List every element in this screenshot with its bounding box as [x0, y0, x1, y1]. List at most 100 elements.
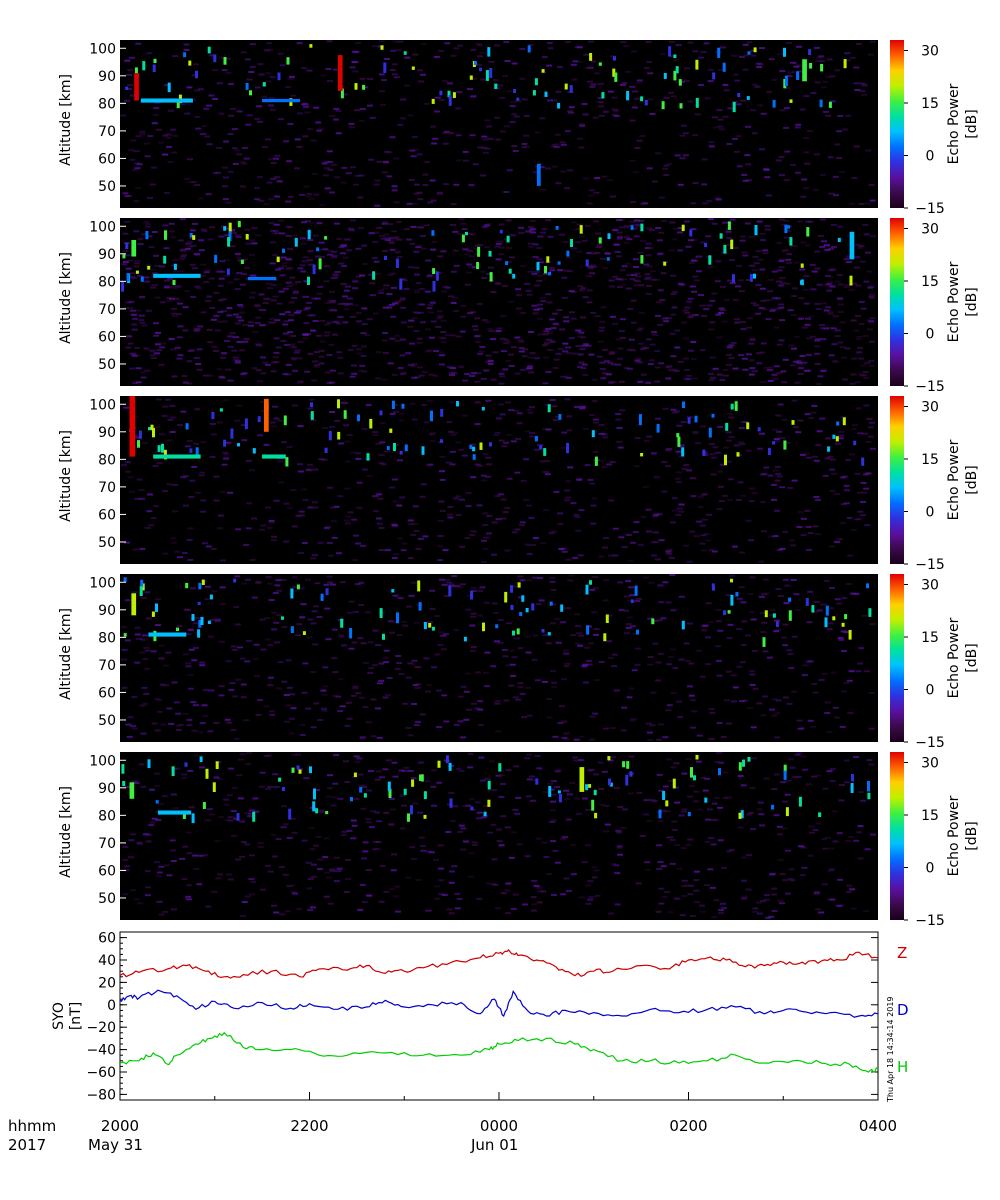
series-line-Z [119, 949, 879, 979]
y-tick-label: 100 [89, 753, 116, 769]
echo-feature-4 [264, 398, 269, 432]
colorbar-tick-label: −15 [915, 913, 945, 929]
y-tick-label: 80 [98, 274, 116, 290]
echo-feature-1 [140, 98, 193, 103]
mag-plot-frame [119, 931, 879, 1101]
y-tick-label: 50 [98, 713, 116, 729]
colorbar [890, 40, 904, 208]
y-tick-label: 60 [98, 329, 116, 345]
echo-feature-3 [337, 55, 343, 91]
echo-blips [121, 221, 853, 292]
colorbar-tick-label: 0 [926, 683, 935, 699]
y-tick-label: 90 [98, 69, 116, 85]
noise-texture [120, 574, 876, 741]
x-tick-label: 0400 [859, 1117, 897, 1135]
panel-background [120, 396, 878, 564]
year-label: 2017 [8, 1136, 46, 1154]
y-tick-label: 90 [98, 781, 116, 797]
colorbar-unit: [dB] [964, 821, 980, 850]
series-label-Z: Z [897, 944, 907, 962]
echo-feature-1 [153, 454, 201, 459]
echo-feature-2 [129, 396, 136, 457]
colorbar-tick-label: 15 [921, 452, 939, 468]
mag-y-tick-label: −40 [86, 1043, 116, 1059]
colorbar-tick-label: 15 [921, 630, 939, 646]
y-tick-label: 60 [98, 151, 116, 167]
x-tick-label: 2200 [290, 1117, 328, 1135]
colorbar-label: Echo Power [946, 261, 962, 342]
colorbar-unit: [dB] [964, 465, 980, 494]
y-tick-label: 100 [89, 397, 116, 413]
x-tick-label: 0200 [669, 1117, 707, 1135]
echo-feature-6 [802, 59, 807, 82]
echo-feature-2 [131, 240, 137, 257]
y-axis-label: Altitude [km] [58, 74, 74, 166]
y-tick-label: 100 [89, 219, 116, 235]
colorbar-tick-label: −15 [915, 735, 945, 751]
colorbar-tick-label: 15 [921, 96, 939, 112]
colorbar-unit: [dB] [964, 643, 980, 672]
echo-feature-4 [849, 231, 855, 260]
y-tick-label: 90 [98, 247, 116, 263]
echo-feature-1 [153, 273, 201, 278]
y-tick-label: 80 [98, 452, 116, 468]
y-tick-label: 70 [98, 302, 116, 318]
echo-panel-3: 50 60 70 80 90 100 Altitude [km] −15 0 15 30 Echo P… [58, 396, 980, 573]
echo-feature-4 [262, 98, 300, 103]
echo-blips [123, 577, 872, 647]
echo-feature-5 [536, 163, 541, 186]
time-axis: hhmm 2017 May 31 Jun 01 [8, 1117, 518, 1154]
y-tick-label: 60 [98, 863, 116, 879]
colorbar-label: Echo Power [946, 83, 962, 164]
echo-blips [129, 399, 865, 467]
y-axis-label: Altitude [km] [58, 786, 74, 878]
colorbar [890, 752, 904, 920]
colorbar-tick-label: 15 [921, 274, 939, 290]
series-line-D [119, 989, 879, 1018]
colorbar-label: Echo Power [946, 795, 962, 876]
echo-panel-1: 50 60 70 80 90 100 Altitude [km] −15 0 15 30 Echo P… [58, 40, 980, 217]
mag-y-tick-label: 60 [98, 931, 116, 947]
echo-feature-2 [129, 782, 135, 799]
y-axis-label: Altitude [km] [58, 608, 74, 700]
y-tick-label: 70 [98, 658, 116, 674]
y-tick-label: 90 [98, 603, 116, 619]
colorbar-tick-label: 30 [921, 578, 939, 594]
panel-background [120, 40, 878, 208]
y-tick-label: 60 [98, 685, 116, 701]
mag-y-tick-label: 20 [98, 975, 116, 991]
y-tick-label: 80 [98, 808, 116, 824]
y-tick-label: 60 [98, 507, 116, 523]
colorbar-tick-label: −15 [915, 557, 945, 573]
echo-feature-3 [262, 454, 286, 459]
mag-y-tick-label: 40 [98, 953, 116, 969]
noise-texture [122, 752, 876, 919]
panel-background [120, 752, 878, 920]
echo-feature-1 [157, 810, 192, 815]
x-tick-label: 2000 [101, 1117, 139, 1135]
hhmm-label: hhmm [8, 1117, 56, 1135]
echo-panel-4: 50 60 70 80 90 100 Altitude [km] −15 0 15 30 Echo P… [58, 574, 980, 751]
y-axis-label: Altitude [km] [58, 430, 74, 522]
colorbar-tick-label: −15 [915, 379, 945, 395]
y-axis-label: Altitude [km] [58, 252, 74, 344]
date-mid-label: Jun 01 [470, 1136, 518, 1154]
mag-y-tick-label: −60 [86, 1065, 116, 1081]
colorbar-tick-label: 30 [921, 222, 939, 238]
colorbar-label: Echo Power [946, 439, 962, 520]
y-tick-label: 100 [89, 41, 116, 57]
mag-y-tick-label: −80 [86, 1087, 116, 1103]
y-tick-label: 50 [98, 357, 116, 373]
colorbar [890, 396, 904, 564]
y-tick-label: 50 [98, 179, 116, 195]
colorbar [890, 574, 904, 742]
date-start-label: May 31 [88, 1136, 143, 1154]
colorbar-tick-label: 30 [921, 400, 939, 416]
y-tick-label: 90 [98, 425, 116, 441]
mag-y-unit: [nT] [68, 1002, 84, 1030]
panel-background [120, 574, 878, 742]
x-tick-label: 0000 [480, 1117, 518, 1135]
y-tick-label: 80 [98, 96, 116, 112]
noise-texture [120, 40, 876, 207]
colorbar-tick-label: −15 [915, 201, 945, 217]
